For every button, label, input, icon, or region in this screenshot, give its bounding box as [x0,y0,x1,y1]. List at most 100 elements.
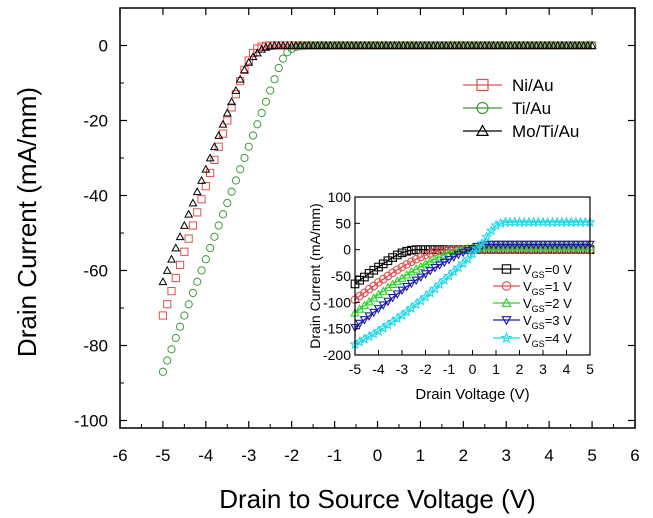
main-point-mo-ti-au [218,119,228,128]
inset-point-v-gs-3-v [500,240,511,250]
main-point-mo-ti-au [209,142,219,151]
inset-x-tick-label: -4 [372,361,385,377]
main-point-mo-ti-au [270,40,279,49]
main-point-mo-ti-au [278,40,288,49]
main-point-mo-ti-au [450,40,460,49]
main-point-mo-ti-au [201,164,211,173]
main-point-mo-ti-au [484,40,494,49]
inset-point-v-gs-3-v [406,279,417,289]
main-point-ti-au [171,333,180,343]
inset-point-v-gs-1-v [435,246,444,256]
main-point-mo-ti-au [295,40,305,49]
main-point-mo-ti-au [252,48,262,57]
inset-point-v-gs-1-v [402,260,412,269]
main-point-mo-ti-au [411,40,421,49]
inset-point-v-gs-1-v [378,274,388,284]
main-point-ni-au [218,129,228,138]
inset-point-v-gs-0-v [364,269,374,278]
inset-point-v-gs-3-v [552,240,562,250]
main-legend: Ni/Au Ti/Au Mo/Ti/Au [463,76,579,141]
main-point-mo-ti-au [334,40,344,49]
inset-point-v-gs-2-v [571,242,581,251]
inset-point-v-gs-3-v [359,316,370,325]
inset-legend-label-rest: =1 V [545,279,572,294]
inset-point-v-gs-2-v [500,242,511,251]
main-legend-label-ti-au: Ti/Au [512,99,551,118]
main-point-mo-ti-au [441,40,451,49]
inset-point-v-gs-3-v [486,240,497,250]
main-legend-label-mo-ti-au: Mo/Ti/Au [512,122,579,141]
inset-y-tick-label: 50 [335,215,351,231]
main-point-mo-ti-au [351,40,361,49]
main-point-mo-ti-au [373,40,382,49]
inset-point-v-gs-3-v [369,308,379,318]
main-point-mo-ti-au [364,40,374,49]
inset-point-v-gs-1-v [411,254,421,264]
main-point-mo-ti-au [175,232,185,241]
main-point-mo-ti-au [583,40,593,49]
main-x-tick-label: -4 [198,446,213,465]
main-legend-label-ni-au: Ni/Au [512,76,554,95]
main-point-ti-au [270,75,279,84]
inset-legend-label-main: V [523,296,532,311]
main-x-tick-label: -2 [284,446,299,465]
inset-point-v-gs-3-v [411,276,421,286]
inset-point-v-gs-1-v [421,250,430,260]
inset-point-v-gs-3-v [528,240,539,250]
main-point-ni-au [206,168,215,178]
main-y-tick-label: -60 [83,262,108,281]
main-point-mo-ti-au [360,40,370,49]
main-point-ti-au [240,153,249,163]
main-y-tick-label: -20 [83,112,108,131]
main-point-mo-ti-au [403,40,412,49]
main-point-mo-ti-au [506,40,515,49]
inset-point-v-gs-3-v [481,240,492,250]
main-legend-marker-mo-ti-au [475,124,490,136]
main-x-tick-label: 0 [373,446,382,465]
main-series-ti-au [158,41,597,376]
main-point-ti-au [257,108,266,118]
inset-point-v-gs-3-v [514,240,525,250]
main-x-tick-label: -1 [327,446,342,465]
inset-point-v-gs-3-v [505,240,515,250]
main-point-ni-au [188,221,198,230]
main-point-mo-ti-au [480,40,490,49]
main-point-mo-ti-au [463,40,473,49]
main-y-tick-label: -80 [83,337,108,356]
main-point-ti-au [227,187,236,196]
inset-chart: -5 -4 -3 -2 -1 0 1 2 3 4 5100500-50-100-150-200Dra… [307,189,596,403]
inset-point-v-gs-0-v [402,246,412,256]
inset-point-v-gs-2-v [514,242,525,251]
main-x-tick-label: 2 [459,446,468,465]
inset-point-v-gs-2-v [561,242,572,251]
inset-point-v-gs-3-v [434,261,445,270]
main-point-ni-au [167,287,176,296]
inset-x-tick-label: -3 [396,361,409,377]
main-point-ti-au [206,243,215,253]
inset-point-v-gs-2-v [557,242,567,251]
inset-x-tick-label: -5 [349,361,362,377]
inset-point-v-gs-3-v [392,290,403,299]
inset-legend-bg [492,313,588,329]
inset-legend-label-v-gs-0-v: VGS=0 V [523,262,572,280]
inset-legend-label-sub: GS [532,270,545,280]
main-point-mo-ti-au [501,40,511,49]
inset-point-v-gs-4-v [466,248,479,259]
main-y-tick-label: -40 [83,187,108,206]
main-point-ti-au [266,86,275,95]
main-point-ti-au [201,255,210,264]
inset-point-v-gs-3-v [542,240,553,250]
main-x-tick-label: -3 [241,446,256,465]
main-point-ti-au [180,311,189,320]
inset-point-v-gs-3-v [425,267,435,276]
inset-y-tick-label: -150 [323,321,351,337]
inset-point-v-gs-1-v [355,291,365,301]
main-point-mo-ti-au [587,40,597,49]
inset-point-v-gs-2-v [510,242,520,251]
main-point-mo-ti-au [527,40,537,49]
inset-point-v-gs-3-v [430,263,440,273]
main-point-ti-au [193,277,202,286]
main-point-mo-ti-au [394,40,404,49]
inset-point-v-gs-3-v [463,247,473,256]
